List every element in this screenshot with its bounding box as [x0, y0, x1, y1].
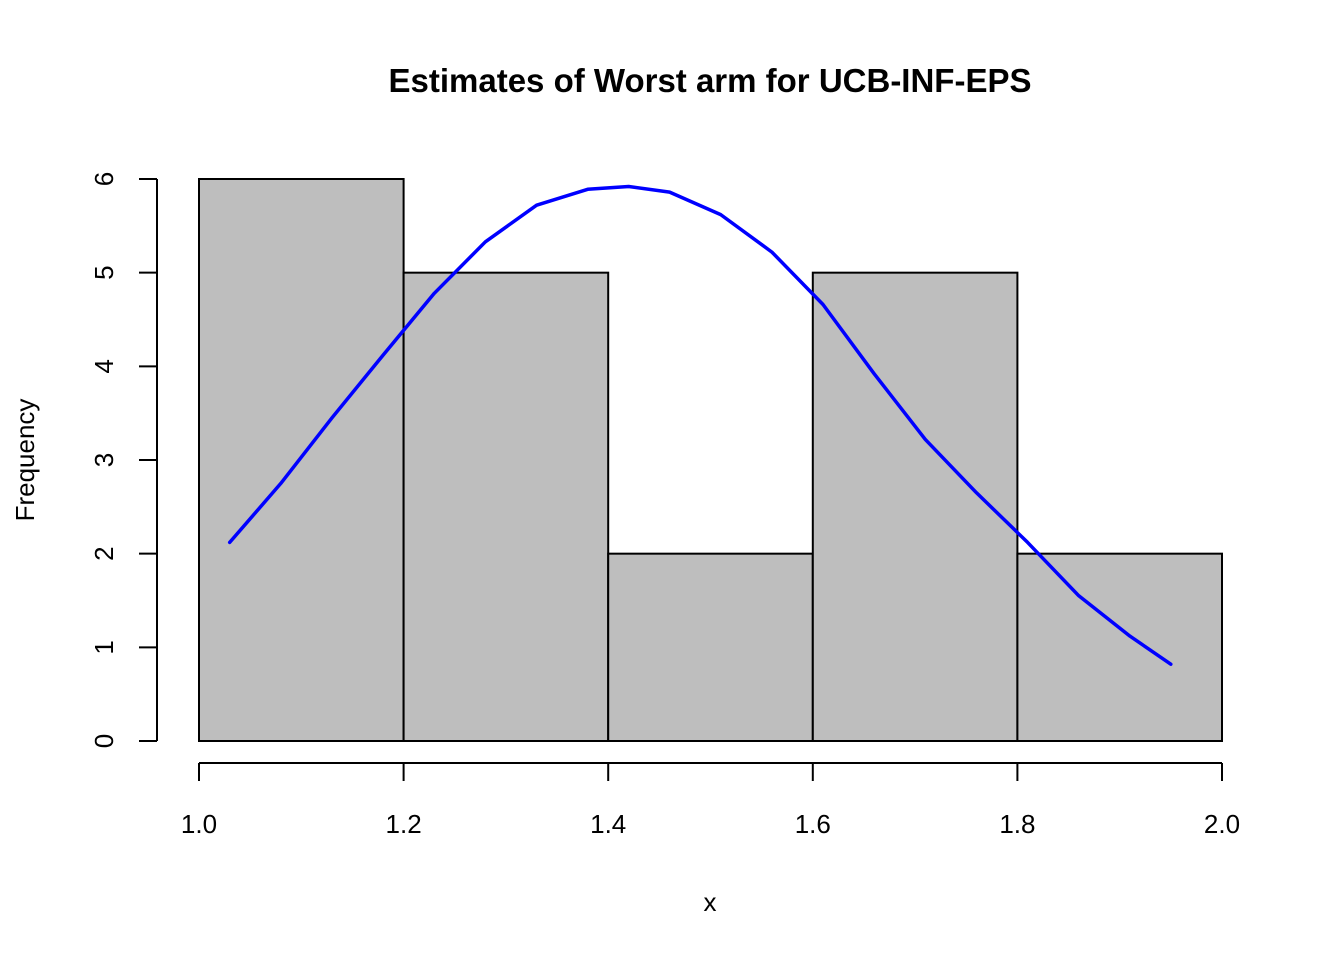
x-tick-label: 1.2 — [386, 809, 422, 839]
y-tick-label: 3 — [89, 453, 119, 467]
y-tick-label: 4 — [89, 359, 119, 373]
y-tick-label: 6 — [89, 172, 119, 186]
density-curve — [227, 184, 1173, 666]
x-axis-label: x — [704, 887, 717, 917]
histogram-bar-2 — [402, 271, 610, 742]
bars-group — [198, 178, 1224, 743]
x-tick-label: 1.6 — [795, 809, 831, 839]
x-tick-label: 1.8 — [999, 809, 1035, 839]
y-axis-label: Frequency — [10, 399, 40, 522]
histogram-bar-3 — [607, 552, 814, 743]
x-tick-label: 2.0 — [1204, 809, 1240, 839]
histogram-bar-1 — [198, 178, 405, 742]
x-tick-label: 1.4 — [590, 809, 626, 839]
x-axis: 1.0 1.2 1.4 1.6 1.8 2.0 — [181, 762, 1240, 839]
chart-title: Estimates of Worst arm for UCB-INF-EPS — [389, 62, 1032, 99]
y-tick-label: 1 — [89, 640, 119, 654]
y-tick-label: 2 — [89, 546, 119, 560]
histogram-bar-4 — [811, 271, 1019, 742]
histogram-bar-5 — [1016, 552, 1224, 743]
x-tick-label: 1.0 — [181, 809, 217, 839]
y-axis: 0 1 2 3 4 5 6 — [89, 172, 158, 748]
y-tick-label: 5 — [89, 265, 119, 279]
y-tick-label: 0 — [89, 734, 119, 748]
curve-layer — [227, 184, 1173, 666]
